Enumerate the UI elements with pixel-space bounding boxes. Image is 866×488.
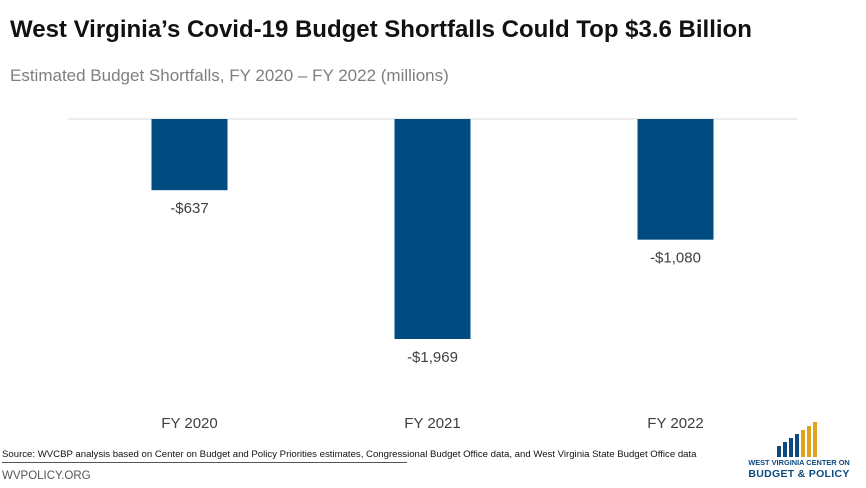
logo-bars-icon [777,422,817,457]
x-tick-label: FY 2022 [647,415,703,432]
data-label: -$1,080 [650,250,701,267]
data-label: -$637 [170,200,208,217]
site-url: WVPOLICY.ORG [2,470,91,482]
chart-title: West Virginia’s Covid-19 Budget Shortfal… [10,16,752,43]
x-tick-label: FY 2020 [161,415,217,432]
wvcbp-logo: WEST VIRGINIA CENTER ON BUDGET & POLICY [740,420,858,484]
bar [151,119,228,191]
bar-chart: -$637 FY 2020 -$1,969 FY 2021 -$1,080 FY 2022 [68,118,797,432]
data-label: -$1,969 [407,349,458,366]
bar [394,119,471,339]
x-tick-label: FY 2021 [404,415,460,432]
chart-subtitle: Estimated Budget Shortfalls, FY 2020 – F… [10,66,449,85]
source-divider [2,462,407,463]
logo-line-1: WEST VIRGINIA CENTER ON [748,458,850,467]
bar [637,119,714,240]
logo-line-2: BUDGET & POLICY [748,468,850,480]
source-note: Source: WVCBP analysis based on Center o… [2,449,697,460]
